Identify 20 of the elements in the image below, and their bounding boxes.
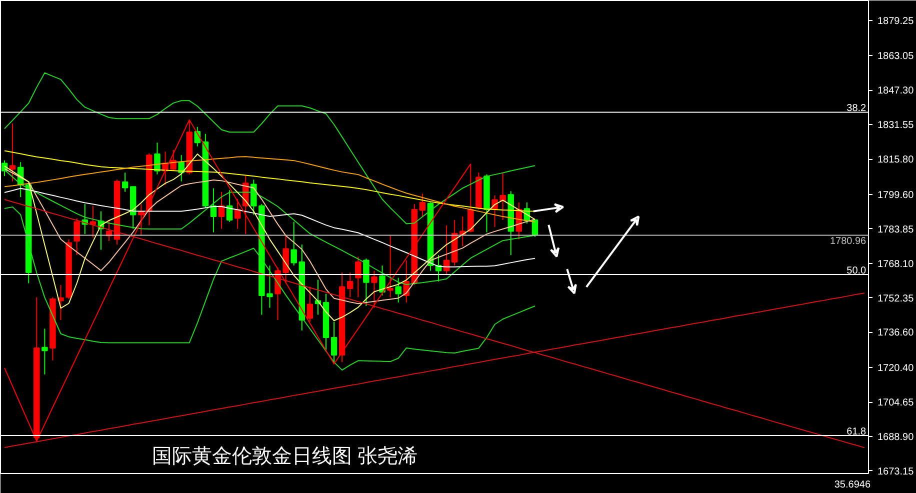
annotation: 50.0 <box>846 266 867 277</box>
text: 35.6946 <box>834 480 871 490</box>
ref-line-label: 1780.96 <box>830 236 867 248</box>
y-tick-label: 1783.85 <box>878 224 914 236</box>
y-tick-label: 1768.10 <box>878 258 914 270</box>
y-tick-label: 1863.05 <box>878 51 914 62</box>
y-tick-label: 1879.25 <box>878 16 914 27</box>
annotation: 38.2 <box>846 103 867 114</box>
y-tick-label: 1688.90 <box>878 432 914 444</box>
y-tick-label: 1673.15 <box>878 466 914 478</box>
annotation: 国际黄金伦敦金日线图 张尧浠 <box>152 446 418 468</box>
y-tick-label: 1752.35 <box>878 293 914 304</box>
annotation: 61.8 <box>846 426 867 438</box>
y-tick-label: 1736.60 <box>878 328 914 339</box>
y-tick-label: 1720.40 <box>878 363 914 374</box>
y-tick-label: 1799.60 <box>878 190 914 201</box>
y-tick-label: 1704.65 <box>878 398 914 409</box>
y-tick-label: 1815.80 <box>878 154 914 166</box>
y-tick-label: 1831.55 <box>878 120 914 132</box>
y-tick-label: 1847.30 <box>878 86 914 97</box>
